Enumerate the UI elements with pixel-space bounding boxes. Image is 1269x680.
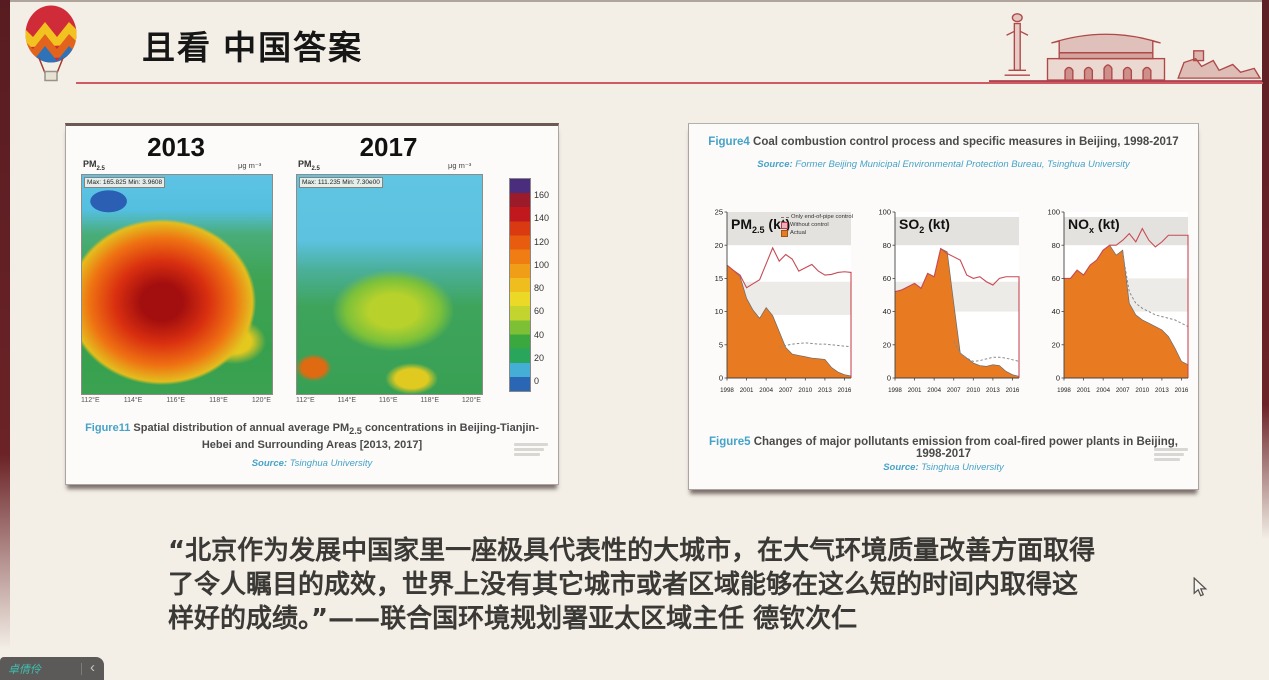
svg-text:60: 60 [883, 274, 891, 283]
left-edge-band [0, 0, 10, 650]
dashed-line-swatch [781, 216, 789, 218]
orange-swatch [781, 229, 788, 237]
map-minmax-label: Max: 111.235 Min: 7.30e00 [299, 177, 383, 188]
svg-text:25: 25 [715, 208, 723, 217]
pm25-emission-chart: 0 5 10 15 20 25 1998 2001 2004 2007 2010 2013 2016 P… [703, 204, 858, 404]
svg-text:2013: 2013 [986, 387, 1000, 394]
pm25-axis-label: PM2.5 [83, 159, 105, 172]
figure11-panel: 2013 2017 PM2.5 μg m⁻³ PM2.5 μg m⁻³ Max:… [65, 123, 559, 485]
quote-line: 了令人瞩目的成效，世界上没有其它城市或者区域能够在这么短的时间内取得这 [168, 570, 1079, 600]
svg-text:15: 15 [715, 274, 723, 283]
pm25-map-2017: Max: 111.235 Min: 7.30e00 [296, 174, 483, 395]
mouse-cursor [1193, 577, 1208, 597]
svg-text:2013: 2013 [818, 387, 832, 394]
figure5-caption: Figure5 Changes of major pollutants emis… [708, 436, 1179, 460]
map-year-2013: 2013 [147, 132, 205, 162]
watermark-blur [514, 441, 548, 458]
svg-text:5: 5 [719, 340, 723, 349]
figure4-caption: Figure4 Coal combustion control process … [708, 136, 1179, 148]
figure11-source: Source: Tsinghua University [251, 458, 373, 469]
figure4-source: Source: Former Beijing Municipal Environ… [757, 159, 1130, 170]
svg-text:1998: 1998 [888, 387, 902, 394]
svg-text:2004: 2004 [759, 387, 773, 394]
unit-label: μg m⁻³ [238, 161, 262, 170]
nox-emission-chart: 0 20 40 60 80 100 1998 2001 2004 2007 2010 2013 2016… [1040, 204, 1195, 404]
svg-text:1998: 1998 [1057, 387, 1071, 394]
pm25-axis-label: PM2.5 [298, 159, 320, 172]
svg-text:2007: 2007 [947, 387, 961, 394]
red-swatch [781, 221, 788, 229]
svg-text:40: 40 [1052, 307, 1060, 316]
svg-text:20: 20 [883, 340, 891, 349]
svg-text:2010: 2010 [1135, 387, 1149, 394]
longitude-axis: 112°E 114°E 116°E 118°E 120°E [81, 397, 271, 404]
svg-text:2001: 2001 [740, 387, 754, 394]
svg-text:60: 60 [1052, 274, 1060, 283]
svg-text:2007: 2007 [779, 387, 793, 394]
right-edge-band [1262, 0, 1269, 540]
svg-text:2004: 2004 [927, 387, 941, 394]
map-year-2017: 2017 [359, 132, 418, 162]
svg-text:2010: 2010 [966, 387, 980, 394]
svg-text:0: 0 [1056, 374, 1060, 383]
chart-title-nox: NOx (kt) [1068, 216, 1120, 235]
page-title: 且看 中国答案 [142, 29, 364, 66]
svg-text:100: 100 [878, 208, 891, 217]
tiananmen-artwork [989, 13, 1262, 83]
chart-title-so2: SO2 (kt) [899, 216, 950, 235]
watermark-blur [1154, 446, 1188, 463]
quote-line: “北京作为发展中国家里一座极具代表性的大城市，在大气环境质量改善方面取得 [168, 536, 1096, 566]
svg-text:2016: 2016 [1175, 387, 1189, 394]
hot-air-balloon-icon [25, 5, 77, 82]
header-underline [76, 82, 1263, 84]
watermark-text: 卓倩伶 [8, 663, 41, 676]
quote-line: 样好的成绩。”——联合国环境规划署亚太区域主任 德钦次仁 [168, 604, 858, 634]
collapse-chevron-icon[interactable]: ‹ [90, 659, 95, 676]
top-divider [0, 0, 1269, 2]
svg-text:10: 10 [715, 307, 723, 316]
figure4-5-panel: Figure4 Coal combustion control process … [688, 123, 1199, 490]
svg-text:20: 20 [715, 241, 723, 250]
chart-legend: Only end-of-pipe control Without control… [781, 213, 853, 237]
svg-text:2001: 2001 [1077, 387, 1091, 394]
figure5-source: Source: Tsinghua University [883, 462, 1004, 473]
svg-text:2016: 2016 [1006, 387, 1020, 394]
colorbar-ticks: 160 140 120 100 80 60 40 20 0 [534, 190, 550, 386]
quote-block: “北京作为发展中国家里一座极具代表性的大城市，在大气环境质量改善方面取得 了令人… [168, 534, 1138, 636]
svg-text:1998: 1998 [720, 387, 734, 394]
colorbar [509, 178, 531, 392]
recorder-overlay[interactable]: 卓倩伶 ‹ [0, 657, 104, 680]
map-minmax-label: Max: 165.825 Min: 3.9608 [84, 177, 166, 188]
svg-text:2013: 2013 [1155, 387, 1169, 394]
svg-text:2004: 2004 [1096, 387, 1110, 394]
figure11-caption: Figure11 Spatial distribution of annual … [85, 422, 539, 452]
svg-text:20: 20 [1052, 340, 1060, 349]
svg-text:100: 100 [1047, 208, 1060, 217]
svg-text:2007: 2007 [1116, 387, 1130, 394]
svg-text:80: 80 [1052, 241, 1060, 250]
unit-label: μg m⁻³ [448, 161, 472, 170]
pm25-map-2013: Max: 165.825 Min: 3.9608 [81, 174, 273, 395]
svg-text:2016: 2016 [838, 387, 852, 394]
overlay-divider [81, 662, 82, 675]
so2-emission-chart: 0 20 40 60 80 100 1998 2001 2004 2007 2010 2013 2016… [871, 204, 1026, 404]
longitude-axis: 112°E 114°E 116°E 118°E 120°E [296, 397, 481, 404]
svg-text:0: 0 [719, 374, 723, 383]
svg-text:0: 0 [887, 374, 891, 383]
svg-text:2010: 2010 [798, 387, 812, 394]
svg-text:2001: 2001 [908, 387, 922, 394]
svg-text:40: 40 [883, 307, 891, 316]
svg-text:80: 80 [883, 241, 891, 250]
